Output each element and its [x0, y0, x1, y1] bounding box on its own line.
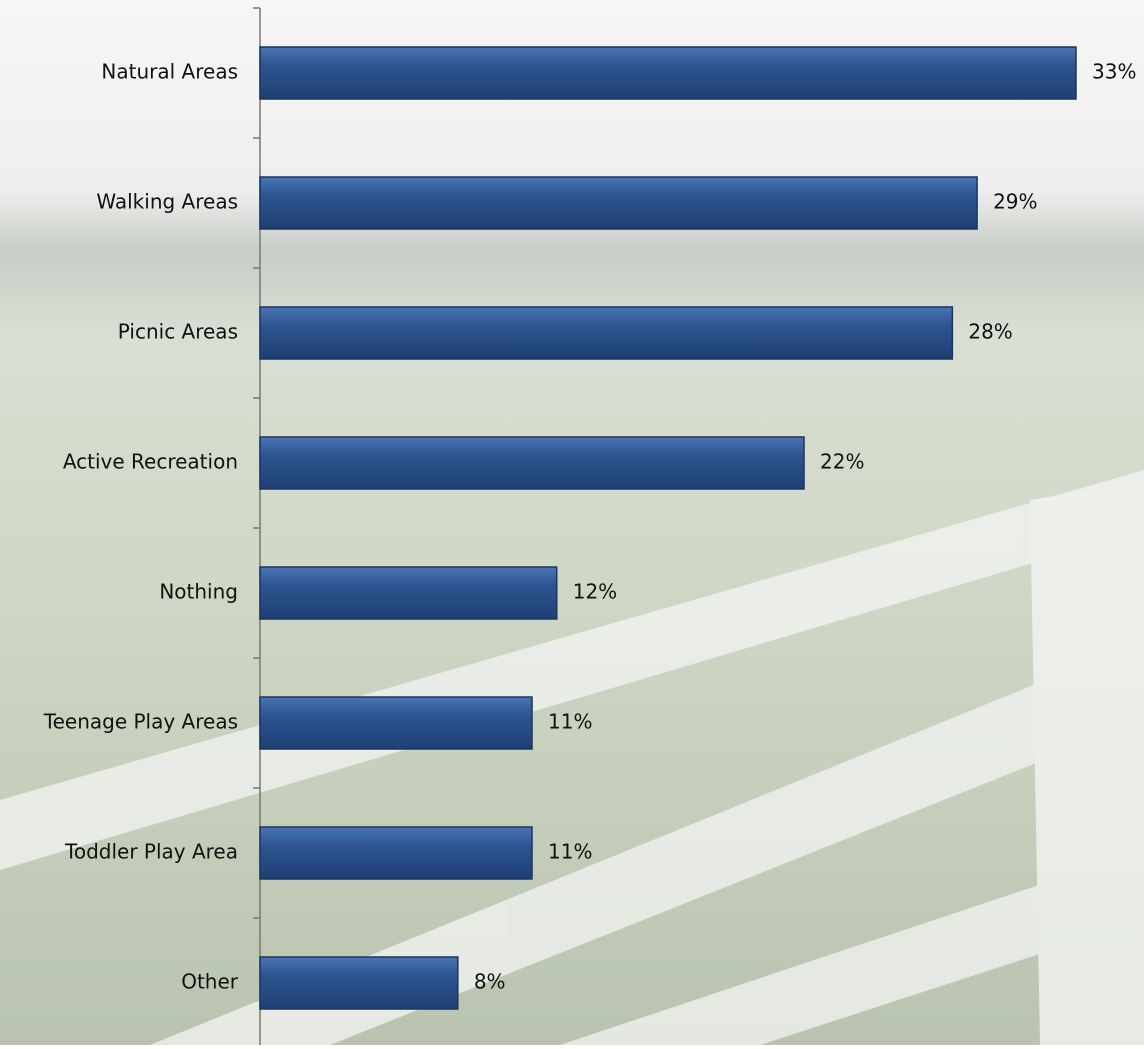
y-tick-label: Natural Areas	[101, 60, 238, 84]
value-label: 8%	[474, 970, 506, 994]
bar	[259, 436, 805, 490]
y-tick-label: Teenage Play Areas	[43, 710, 238, 734]
y-tick-label: Walking Areas	[96, 190, 238, 214]
bar	[259, 826, 533, 880]
bar	[259, 566, 558, 620]
value-label: 28%	[968, 320, 1012, 344]
fence	[0, 470, 1144, 1045]
value-label: 22%	[820, 450, 864, 474]
value-label: 11%	[548, 710, 592, 734]
bar	[259, 956, 459, 1010]
y-tick-label: Toddler Play Area	[64, 840, 238, 864]
y-tick-label: Nothing	[159, 580, 238, 604]
y-tick-label: Active Recreation	[63, 450, 238, 474]
bar	[259, 176, 978, 230]
bar	[259, 46, 1077, 100]
value-label: 12%	[573, 580, 617, 604]
value-label: 29%	[993, 190, 1037, 214]
value-label: 33%	[1092, 60, 1136, 84]
y-tick-label: Picnic Areas	[118, 320, 238, 344]
bar	[259, 696, 533, 750]
y-tick-label: Other	[181, 970, 239, 994]
bar	[259, 306, 954, 360]
value-label: 11%	[548, 840, 592, 864]
